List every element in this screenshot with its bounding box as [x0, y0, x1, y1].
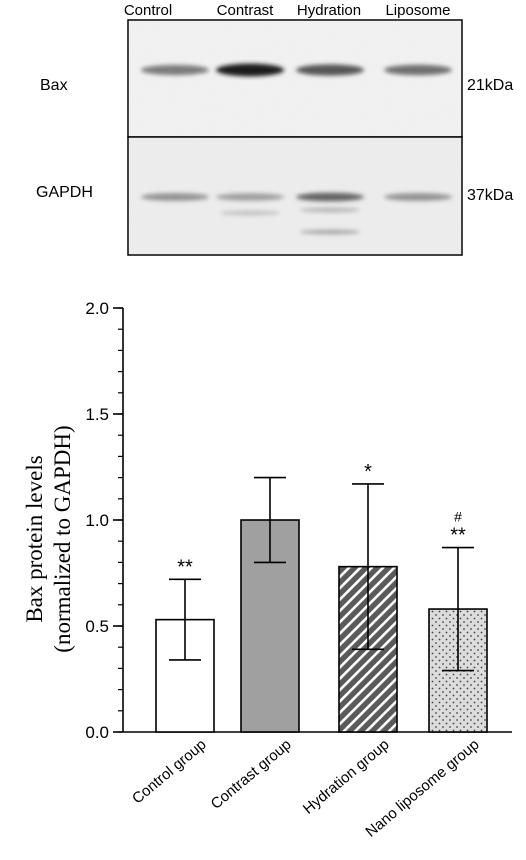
y-tick-label: 1.5	[85, 405, 109, 424]
faint-band-3	[300, 229, 360, 235]
y-axis-label-line2: (normalized to GAPDH)	[50, 425, 75, 652]
band-bax-lane-1	[141, 64, 209, 76]
band-gapdh-lane-4	[384, 193, 452, 201]
band-gapdh-lane-3	[296, 192, 364, 202]
y-tick-label: 1.0	[85, 511, 109, 530]
row-label-gapdh: GAPDH	[36, 184, 93, 201]
x-tick-label-3: Hydration group	[300, 736, 393, 818]
western-blot: Control Contrast Hydration Liposome Bax GAP…	[36, 2, 513, 256]
faint-band-1	[220, 210, 280, 216]
band-gapdh-lane-1	[141, 193, 209, 201]
significance-secondary-4: #	[454, 509, 462, 525]
y-tick-label: 0.5	[85, 617, 109, 636]
lane-label-control: Control	[124, 2, 172, 19]
y-tick-label: 0.0	[85, 723, 109, 742]
band-bax-lane-4	[384, 64, 452, 76]
x-tick-label-1: Control group	[129, 736, 210, 807]
row-size-gapdh: 37kDa	[467, 187, 513, 204]
y-tick-label: 2.0	[85, 299, 109, 318]
bar-chart: Bax protein levels (normalized to GAPDH)…	[22, 299, 512, 841]
faint-band-2	[300, 207, 360, 213]
band-bax-lane-3	[296, 64, 364, 76]
lane-label-hydration: Hydration	[297, 2, 361, 19]
band-bax-lane-2	[216, 63, 284, 77]
significance-mark-4: **	[450, 525, 466, 547]
lane-label-liposome: Liposome	[385, 2, 450, 19]
significance-mark-3: *	[364, 461, 372, 483]
x-tick-label-2: Contrast group	[208, 736, 295, 813]
lane-label-contrast: Contrast	[217, 2, 275, 19]
row-size-bax: 21kDa	[467, 77, 513, 94]
y-axis-label-line1: Bax protein levels	[22, 455, 47, 622]
row-label-bax: Bax	[40, 77, 68, 94]
band-gapdh-lane-2	[216, 193, 284, 201]
significance-mark-1: **	[177, 556, 193, 578]
